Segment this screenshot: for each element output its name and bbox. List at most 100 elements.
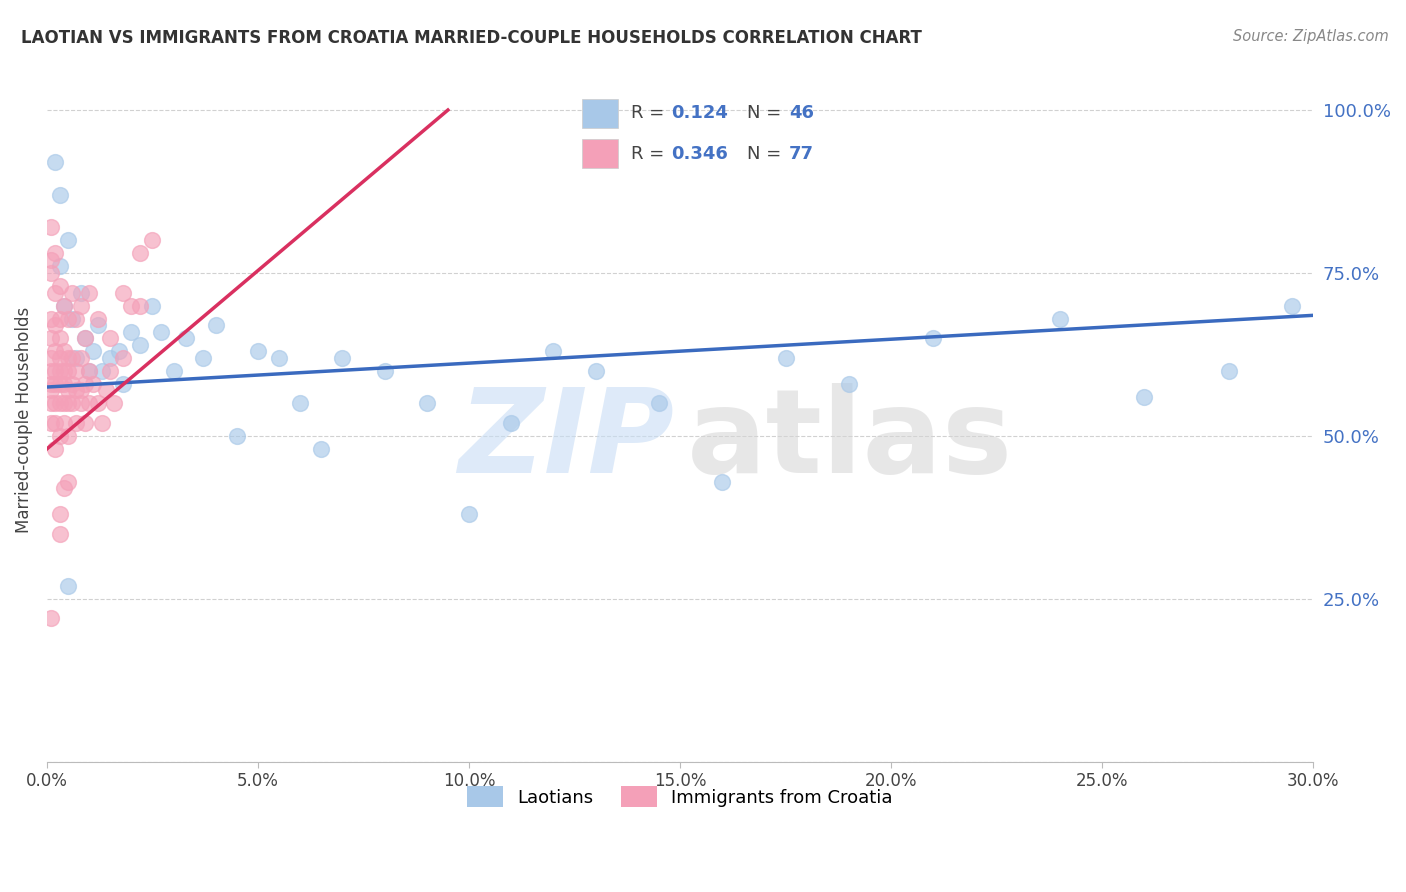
Point [107,344,129,359]
Point [39,364,62,378]
Point [543,344,565,359]
Point [103,396,125,410]
Point [141,233,163,247]
Point [39,220,62,235]
Point [225,429,247,443]
Point [56,351,79,365]
Point [162,364,184,378]
Point [204,318,226,332]
Point [52,299,75,313]
Point [77,396,100,410]
Point [44,285,66,300]
Text: LAOTIAN VS IMMIGRANTS FROM CROATIA MARRIED-COUPLE HOUSEHOLDS CORRELATION CHART: LAOTIAN VS IMMIGRANTS FROM CROATIA MARRI… [21,29,922,47]
Point [39,351,62,365]
Point [69,299,91,313]
Point [48,331,70,345]
Point [69,285,91,300]
Point [60,351,83,365]
Point [149,325,172,339]
Point [77,285,100,300]
Point [44,364,66,378]
Point [39,416,62,430]
Point [52,481,75,495]
Point [174,331,197,345]
Point [44,376,66,391]
Point [332,351,354,365]
Point [39,376,62,391]
Point [98,364,121,378]
Point [111,376,134,391]
Text: atlas: atlas [686,383,1012,498]
Point [39,252,62,267]
Point [56,311,79,326]
Point [86,396,108,410]
Point [711,475,734,489]
Point [44,416,66,430]
Point [374,364,396,378]
Point [585,364,607,378]
Point [65,351,87,365]
Point [288,396,311,410]
Point [56,429,79,443]
Point [246,344,269,359]
Point [60,311,83,326]
Point [69,396,91,410]
Point [60,376,83,391]
Point [65,416,87,430]
Point [48,260,70,274]
Point [1281,299,1303,313]
Point [311,442,333,456]
Point [52,416,75,430]
Point [48,507,70,521]
Point [39,384,62,398]
Point [73,416,96,430]
Point [86,311,108,326]
Point [775,351,797,365]
Point [1049,311,1071,326]
Text: ZIP: ZIP [458,383,673,498]
Point [39,311,62,326]
Point [56,384,79,398]
Point [267,351,290,365]
Point [128,299,150,313]
Point [52,299,75,313]
Point [128,246,150,260]
Point [69,351,91,365]
Point [922,331,945,345]
Point [94,384,117,398]
Point [39,396,62,410]
Point [52,376,75,391]
Point [1133,390,1156,404]
Point [44,442,66,456]
Point [56,233,79,247]
Text: Source: ZipAtlas.com: Source: ZipAtlas.com [1233,29,1389,45]
Point [191,351,214,365]
Point [52,344,75,359]
Point [90,364,112,378]
Point [73,376,96,391]
Point [77,364,100,378]
Point [39,266,62,280]
Point [416,396,439,410]
Point [48,351,70,365]
Point [56,396,79,410]
Point [86,318,108,332]
Y-axis label: Married-couple Households: Married-couple Households [15,307,32,533]
Point [39,331,62,345]
Point [52,364,75,378]
Point [82,344,104,359]
Point [48,526,70,541]
Point [56,475,79,489]
Point [44,246,66,260]
Point [82,376,104,391]
Point [69,384,91,398]
Point [128,337,150,351]
Point [98,331,121,345]
Point [44,155,66,169]
Point [48,429,70,443]
Point [65,364,87,378]
Point [44,344,66,359]
Point [120,325,142,339]
Point [90,416,112,430]
Point [60,396,83,410]
